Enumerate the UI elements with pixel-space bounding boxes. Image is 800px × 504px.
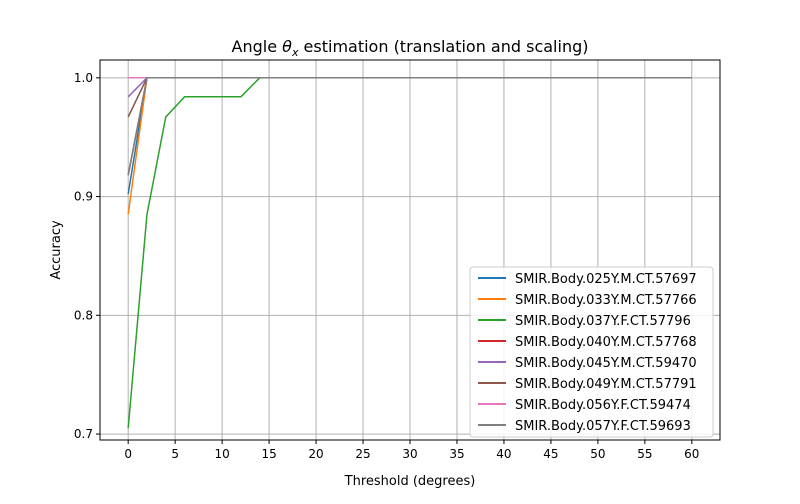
legend-label: SMIR.Body.049Y.M.CT.57791 xyxy=(515,377,697,392)
axis-ticks: 0 5 10 15 20 25 30 35 40 45 50 55 60 0.7 0.8 0.9 1.0 xyxy=(74,71,700,461)
y-tick-label: 0.9 xyxy=(74,190,93,204)
legend-label: SMIR.Body.040Y.M.CT.57768 xyxy=(515,335,697,350)
legend: SMIR.Body.025Y.M.CT.57697 SMIR.Body.033Y.… xyxy=(469,266,714,438)
x-tick-label: 35 xyxy=(449,447,464,461)
x-tick-label: 50 xyxy=(590,447,605,461)
x-tick-label: 60 xyxy=(684,447,699,461)
legend-label: SMIR.Body.037Y.F.CT.57796 xyxy=(515,314,691,329)
legend-label: SMIR.Body.045Y.M.CT.59470 xyxy=(515,356,697,371)
x-tick-label: 25 xyxy=(355,447,370,461)
legend-label: SMIR.Body.025Y.M.CT.57697 xyxy=(515,272,697,287)
series-lines xyxy=(127,77,692,429)
series-line xyxy=(127,77,692,176)
x-tick-label: 0 xyxy=(124,447,132,461)
x-tick-label: 10 xyxy=(214,447,229,461)
x-tick-label: 15 xyxy=(261,447,276,461)
x-axis-label: Threshold (degrees) xyxy=(344,474,476,489)
chart-title: Angle θx estimation (translation and sca… xyxy=(232,37,589,59)
x-tick-label: 20 xyxy=(308,447,323,461)
legend-label: SMIR.Body.033Y.M.CT.57766 xyxy=(515,293,697,308)
y-tick-label: 1.0 xyxy=(74,71,93,85)
legend-frame xyxy=(469,266,714,438)
x-tick-label: 30 xyxy=(402,447,417,461)
legend-label: SMIR.Body.056Y.F.CT.59474 xyxy=(515,398,691,413)
x-tick-label: 45 xyxy=(543,447,558,461)
y-tick-label: 0.7 xyxy=(74,427,93,441)
x-tick-label: 40 xyxy=(496,447,511,461)
y-axis-label: Accuracy xyxy=(49,220,64,280)
legend-label: SMIR.Body.057Y.F.CT.59693 xyxy=(515,419,691,434)
x-tick-label: 5 xyxy=(171,447,179,461)
x-tick-label: 55 xyxy=(637,447,652,461)
y-tick-label: 0.8 xyxy=(74,308,93,322)
